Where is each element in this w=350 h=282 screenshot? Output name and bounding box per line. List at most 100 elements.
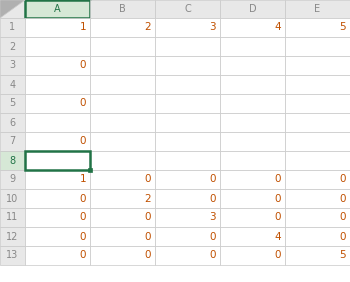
Text: 2: 2 (144, 23, 151, 32)
Bar (90, 151, 155, 170)
Bar (155, 56, 220, 75)
Bar (285, 227, 350, 246)
Text: 0: 0 (79, 213, 86, 222)
Text: 9: 9 (9, 175, 15, 184)
Bar (0, 18, 25, 37)
Text: 5: 5 (340, 250, 346, 261)
Bar (220, 227, 285, 246)
Bar (285, 56, 350, 75)
Bar (0, 132, 25, 151)
Bar (25, 170, 90, 189)
Text: 0: 0 (79, 250, 86, 261)
Bar (220, 113, 285, 132)
Bar (155, 75, 220, 94)
Bar (220, 189, 285, 208)
Bar (0, 56, 25, 75)
Text: 0: 0 (79, 61, 86, 70)
Bar (220, 94, 285, 113)
Bar (25, 227, 90, 246)
Text: 0: 0 (79, 98, 86, 109)
Bar (0, 94, 25, 113)
Text: 0: 0 (79, 232, 86, 241)
Text: 0: 0 (210, 175, 216, 184)
Text: 4: 4 (9, 80, 15, 89)
Text: 12: 12 (6, 232, 19, 241)
Bar (285, 113, 350, 132)
Text: 0: 0 (210, 250, 216, 261)
Bar (25, 37, 90, 56)
Bar (90, 37, 155, 56)
Bar (155, 94, 220, 113)
Bar (0, 227, 25, 246)
Text: 0: 0 (210, 193, 216, 204)
Text: 0: 0 (274, 250, 281, 261)
Bar (220, 37, 285, 56)
Bar (220, 208, 285, 227)
Bar (155, 208, 220, 227)
Text: 1: 1 (79, 23, 86, 32)
Bar (90, 18, 155, 37)
Bar (25, 18, 90, 37)
Bar (285, 37, 350, 56)
Text: 7: 7 (9, 136, 16, 147)
Bar (155, 37, 220, 56)
Bar (90, 94, 155, 113)
Bar (90, 75, 155, 94)
Text: 2: 2 (9, 41, 16, 52)
Bar (0, 246, 25, 265)
Bar (220, 0, 285, 18)
Bar (285, 75, 350, 94)
Text: 0: 0 (274, 213, 281, 222)
Text: 3: 3 (209, 213, 216, 222)
Bar (155, 170, 220, 189)
Bar (90, 246, 155, 265)
Bar (90, 189, 155, 208)
Polygon shape (0, 0, 25, 18)
Text: 8: 8 (9, 155, 15, 166)
Text: 10: 10 (6, 193, 19, 204)
Text: D: D (249, 4, 256, 14)
Bar (285, 170, 350, 189)
Bar (90, 132, 155, 151)
Text: 1: 1 (9, 23, 15, 32)
Bar (220, 246, 285, 265)
Bar (220, 151, 285, 170)
Bar (25, 132, 90, 151)
Text: 0: 0 (340, 193, 346, 204)
Bar (155, 246, 220, 265)
Text: 0: 0 (79, 193, 86, 204)
Text: B: B (119, 4, 126, 14)
Bar (90, 208, 155, 227)
Text: 4: 4 (274, 232, 281, 241)
Bar (0, 208, 25, 227)
Bar (25, 151, 90, 170)
Bar (285, 18, 350, 37)
Text: 0: 0 (274, 193, 281, 204)
Bar (90, 0, 155, 18)
Bar (25, 0, 90, 18)
Text: 0: 0 (340, 213, 346, 222)
Bar (0, 75, 25, 94)
Bar (25, 113, 90, 132)
Bar (220, 56, 285, 75)
Bar (0, 0, 25, 18)
Bar (25, 189, 90, 208)
Bar (285, 0, 350, 18)
Text: 0: 0 (145, 175, 151, 184)
Text: 11: 11 (6, 213, 19, 222)
Bar (0, 170, 25, 189)
Text: 5: 5 (340, 23, 346, 32)
Text: 0: 0 (145, 250, 151, 261)
Text: C: C (184, 4, 191, 14)
Text: 0: 0 (145, 232, 151, 241)
Bar (25, 246, 90, 265)
Bar (90, 227, 155, 246)
Bar (25, 208, 90, 227)
Text: 0: 0 (340, 175, 346, 184)
Bar (90, 56, 155, 75)
Bar (0, 189, 25, 208)
Bar (220, 132, 285, 151)
Text: E: E (314, 4, 321, 14)
Bar (285, 151, 350, 170)
Bar (220, 170, 285, 189)
